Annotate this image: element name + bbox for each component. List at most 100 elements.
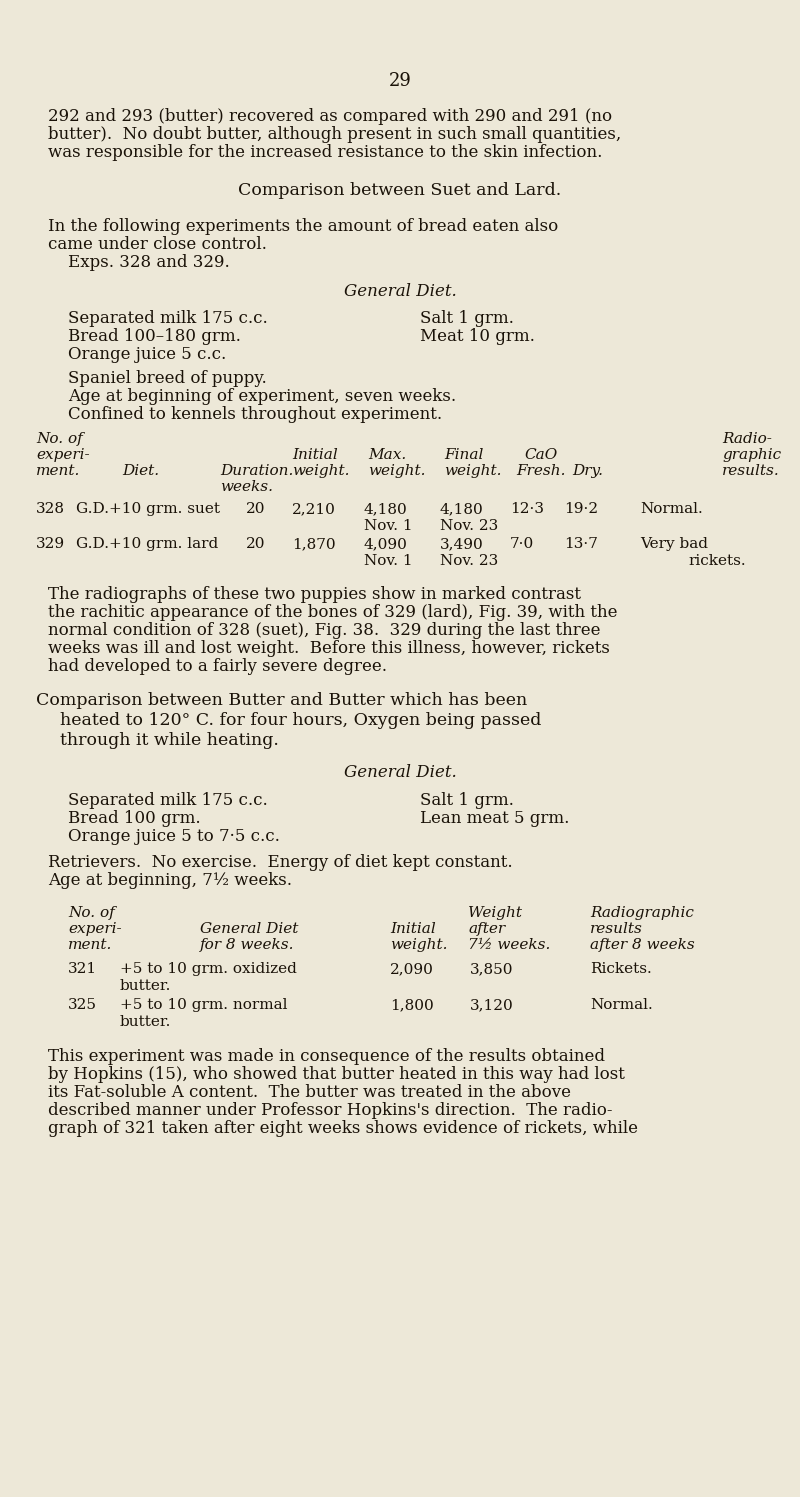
Text: 292 and 293 (butter) recovered as compared with 290 and 291 (no: 292 and 293 (butter) recovered as compar…	[48, 108, 612, 126]
Text: Initial: Initial	[292, 448, 338, 463]
Text: No. of: No. of	[36, 433, 82, 446]
Text: weeks.: weeks.	[220, 481, 273, 494]
Text: Initial: Initial	[390, 922, 436, 936]
Text: heated to 120° C. for four hours, Oxygen being passed: heated to 120° C. for four hours, Oxygen…	[60, 713, 542, 729]
Text: Age at beginning, 7½ weeks.: Age at beginning, 7½ weeks.	[48, 871, 292, 889]
Text: Very bad: Very bad	[640, 537, 708, 551]
Text: 3,490: 3,490	[440, 537, 484, 551]
Text: In the following experiments the amount of bread eaten also: In the following experiments the amount …	[48, 219, 558, 235]
Text: normal condition of 328 (suet), Fig. 38.  329 during the last three: normal condition of 328 (suet), Fig. 38.…	[48, 621, 601, 639]
Text: Spaniel breed of puppy.: Spaniel breed of puppy.	[68, 370, 266, 388]
Text: Orange juice 5 to 7·5 c.c.: Orange juice 5 to 7·5 c.c.	[68, 828, 280, 844]
Text: Separated milk 175 c.c.: Separated milk 175 c.c.	[68, 792, 268, 808]
Text: 3,120: 3,120	[470, 998, 514, 1012]
Text: Meat 10 grm.: Meat 10 grm.	[420, 328, 535, 344]
Text: 19·2: 19·2	[564, 501, 598, 516]
Text: Radio-: Radio-	[722, 433, 772, 446]
Text: 20: 20	[246, 501, 266, 516]
Text: Duration.: Duration.	[220, 464, 294, 478]
Text: rickets.: rickets.	[688, 554, 746, 567]
Text: Nov. 23: Nov. 23	[440, 554, 498, 567]
Text: 7½ weeks.: 7½ weeks.	[468, 939, 550, 952]
Text: Max.: Max.	[368, 448, 406, 463]
Text: No. of: No. of	[68, 906, 114, 921]
Text: had developed to a fairly severe degree.: had developed to a fairly severe degree.	[48, 659, 387, 675]
Text: Final: Final	[444, 448, 483, 463]
Text: CaO: CaO	[524, 448, 558, 463]
Text: G.D.+10 grm. suet: G.D.+10 grm. suet	[76, 501, 220, 516]
Text: 1,870: 1,870	[292, 537, 336, 551]
Text: experi-: experi-	[68, 922, 122, 936]
Text: Confined to kennels throughout experiment.: Confined to kennels throughout experimen…	[68, 406, 442, 424]
Text: Radiographic: Radiographic	[590, 906, 694, 921]
Text: Comparison between Butter and Butter which has been: Comparison between Butter and Butter whi…	[36, 692, 527, 710]
Text: ment.: ment.	[36, 464, 80, 478]
Text: Lean meat 5 grm.: Lean meat 5 grm.	[420, 810, 570, 826]
Text: 3,850: 3,850	[470, 963, 514, 976]
Text: through it while heating.: through it while heating.	[60, 732, 279, 748]
Text: weight.: weight.	[390, 939, 447, 952]
Text: General Diet: General Diet	[200, 922, 298, 936]
Text: Normal.: Normal.	[590, 998, 653, 1012]
Text: Bread 100 grm.: Bread 100 grm.	[68, 810, 201, 826]
Text: the rachitic appearance of the bones of 329 (lard), Fig. 39, with the: the rachitic appearance of the bones of …	[48, 603, 618, 621]
Text: by Hopkins (15), who showed that butter heated in this way had lost: by Hopkins (15), who showed that butter …	[48, 1066, 625, 1082]
Text: 12·3: 12·3	[510, 501, 544, 516]
Text: weight.: weight.	[444, 464, 502, 478]
Text: results: results	[590, 922, 643, 936]
Text: its Fat-soluble A content.  The butter was treated in the above: its Fat-soluble A content. The butter wa…	[48, 1084, 571, 1100]
Text: 4,180: 4,180	[364, 501, 408, 516]
Text: Diet.: Diet.	[122, 464, 159, 478]
Text: Comparison between Suet and Lard.: Comparison between Suet and Lard.	[238, 183, 562, 199]
Text: 2,090: 2,090	[390, 963, 434, 976]
Text: ment.: ment.	[68, 939, 112, 952]
Text: Nov. 23: Nov. 23	[440, 519, 498, 533]
Text: Nov. 1: Nov. 1	[364, 554, 413, 567]
Text: weight.: weight.	[292, 464, 350, 478]
Text: 328: 328	[36, 501, 65, 516]
Text: butter.: butter.	[120, 979, 171, 993]
Text: Nov. 1: Nov. 1	[364, 519, 413, 533]
Text: after 8 weeks: after 8 weeks	[590, 939, 694, 952]
Text: graphic: graphic	[722, 448, 781, 463]
Text: results.: results.	[722, 464, 780, 478]
Text: 7·0: 7·0	[510, 537, 534, 551]
Text: graph of 321 taken after eight weeks shows evidence of rickets, while: graph of 321 taken after eight weeks sho…	[48, 1120, 638, 1138]
Text: +5 to 10 grm. normal: +5 to 10 grm. normal	[120, 998, 287, 1012]
Text: experi-: experi-	[36, 448, 90, 463]
Text: 13·7: 13·7	[564, 537, 598, 551]
Text: Salt 1 grm.: Salt 1 grm.	[420, 310, 514, 326]
Text: butter).  No doubt butter, although present in such small quantities,: butter). No doubt butter, although prese…	[48, 126, 622, 144]
Text: Retrievers.  No exercise.  Energy of diet kept constant.: Retrievers. No exercise. Energy of diet …	[48, 853, 513, 871]
Text: 2,210: 2,210	[292, 501, 336, 516]
Text: for 8 weeks.: for 8 weeks.	[200, 939, 294, 952]
Text: came under close control.: came under close control.	[48, 237, 267, 253]
Text: Weight: Weight	[468, 906, 522, 921]
Text: General Diet.: General Diet.	[344, 763, 456, 781]
Text: Separated milk 175 c.c.: Separated milk 175 c.c.	[68, 310, 268, 326]
Text: 4,090: 4,090	[364, 537, 408, 551]
Text: 29: 29	[389, 72, 411, 90]
Text: The radiographs of these two puppies show in marked contrast: The radiographs of these two puppies sho…	[48, 585, 581, 603]
Text: G.D.+10 grm. lard: G.D.+10 grm. lard	[76, 537, 218, 551]
Text: Bread 100–180 grm.: Bread 100–180 grm.	[68, 328, 241, 344]
Text: General Diet.: General Diet.	[344, 283, 456, 299]
Text: 1,800: 1,800	[390, 998, 434, 1012]
Text: Exps. 328 and 329.: Exps. 328 and 329.	[68, 254, 230, 271]
Text: Orange juice 5 c.c.: Orange juice 5 c.c.	[68, 346, 226, 362]
Text: weeks was ill and lost weight.  Before this illness, however, rickets: weeks was ill and lost weight. Before th…	[48, 641, 610, 657]
Text: Rickets.: Rickets.	[590, 963, 652, 976]
Text: 325: 325	[68, 998, 97, 1012]
Text: described manner under Professor Hopkins's direction.  The radio-: described manner under Professor Hopkins…	[48, 1102, 613, 1118]
Text: weight.: weight.	[368, 464, 426, 478]
Text: was responsible for the increased resistance to the skin infection.: was responsible for the increased resist…	[48, 144, 602, 162]
Text: 321: 321	[68, 963, 97, 976]
Text: +5 to 10 grm. oxidized: +5 to 10 grm. oxidized	[120, 963, 297, 976]
Text: This experiment was made in consequence of the results obtained: This experiment was made in consequence …	[48, 1048, 605, 1064]
Text: 20: 20	[246, 537, 266, 551]
Text: Age at beginning of experiment, seven weeks.: Age at beginning of experiment, seven we…	[68, 388, 456, 406]
Text: 4,180: 4,180	[440, 501, 484, 516]
Text: Normal.: Normal.	[640, 501, 702, 516]
Text: Fresh.: Fresh.	[516, 464, 566, 478]
Text: after: after	[468, 922, 505, 936]
